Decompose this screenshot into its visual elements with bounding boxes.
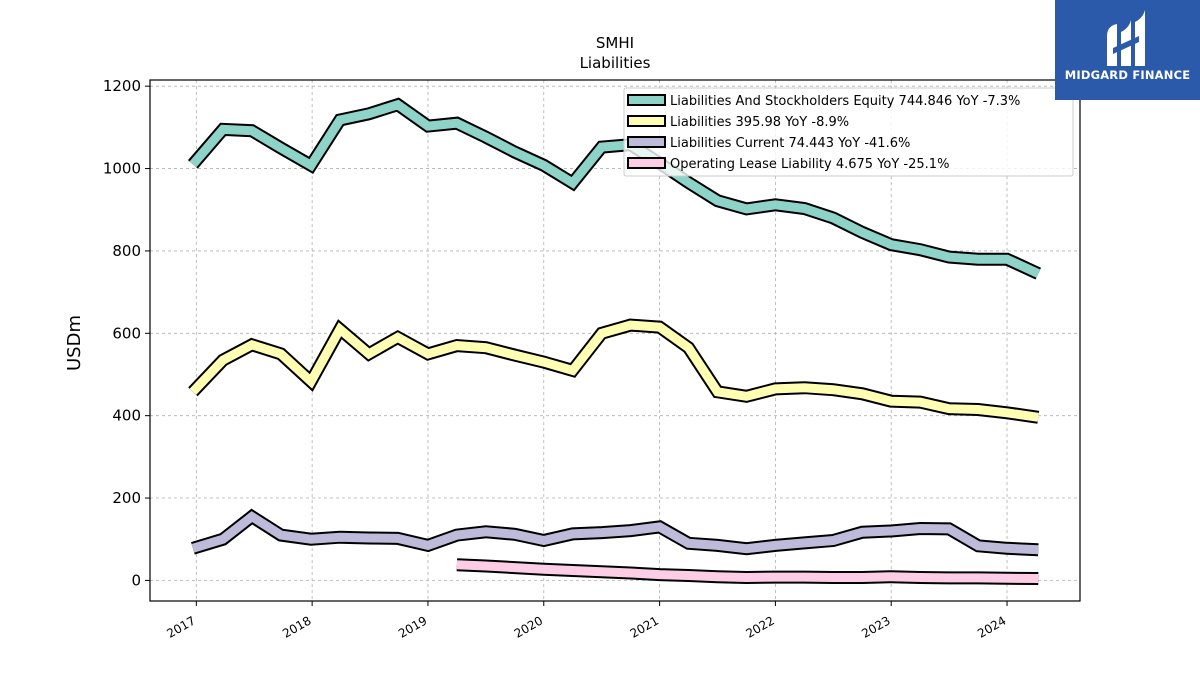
series-line-fill — [189, 320, 1039, 422]
logo-text: MIDGARD FINANCE — [1064, 68, 1191, 82]
legend-swatch — [627, 157, 666, 169]
y-axis-label: USDm — [64, 315, 85, 371]
legend-swatch — [627, 115, 666, 127]
series-line-fill — [189, 99, 1041, 278]
x-tick-label: 2020 — [512, 613, 545, 640]
y-tick-label: 1200 — [103, 77, 141, 95]
legend-label: Operating Lease Liability 4.675 YoY -25.… — [670, 157, 949, 172]
legend-label: Liabilities Current 74.443 YoY -41.6% — [670, 136, 910, 151]
x-tick-label: 2017 — [164, 613, 197, 640]
x-tick-label: 2018 — [280, 613, 313, 640]
x-tick-label: 2023 — [859, 613, 892, 640]
y-tick-label: 1000 — [103, 160, 141, 178]
legend-swatch — [627, 94, 666, 106]
legend-swatch — [627, 136, 666, 148]
series-line — [456, 558, 1039, 585]
series-line-fill — [456, 560, 1039, 583]
series-line — [191, 508, 1039, 557]
midgard-finance-logo: MIDGARD FINANCE — [1055, 0, 1200, 100]
chart-subtitle: Liabilities — [580, 54, 651, 72]
legend-label: Liabilities 395.98 YoY -8.9% — [670, 115, 849, 130]
plot-frame — [149, 79, 1081, 602]
x-tick-label: 2022 — [743, 613, 776, 640]
y-tick-label: 800 — [112, 242, 141, 260]
series-line-fill — [191, 511, 1039, 555]
x-tick-label: 2019 — [396, 613, 429, 640]
legend: Liabilities And Stockholders Equity 744.… — [623, 87, 1074, 177]
y-tick-label: 600 — [112, 324, 141, 342]
series-line — [187, 97, 1042, 280]
y-tick-label: 0 — [131, 571, 141, 589]
x-tick-label: 2024 — [975, 613, 1008, 640]
midgard-logo-icon — [1107, 10, 1145, 66]
legend-label: Liabilities And Stockholders Equity 744.… — [670, 94, 1020, 109]
y-tick-label: 400 — [112, 407, 141, 425]
y-tick-label: 200 — [112, 489, 141, 507]
legend-box — [623, 87, 1074, 177]
x-tick-label: 2021 — [628, 613, 661, 640]
series-line — [188, 318, 1040, 424]
series-layer — [187, 97, 1042, 585]
chart-title: SMHI — [596, 34, 634, 52]
